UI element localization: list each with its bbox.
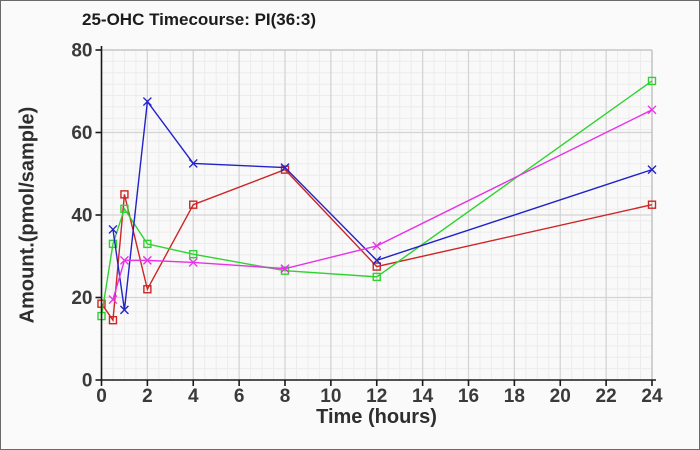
marker-square (647, 76, 657, 86)
marker-x (142, 255, 152, 265)
marker-square (280, 266, 290, 275)
x-tick-label: 14 (412, 386, 434, 407)
x-tick-label: 0 (96, 386, 107, 407)
x-tick-label: 18 (504, 386, 525, 407)
marker-x (188, 257, 198, 267)
y-tick-labels: 0 20 40 60 80 (71, 41, 92, 392)
series-magenta-x (108, 105, 657, 305)
marker-x (372, 241, 382, 251)
marker-square (143, 285, 152, 294)
x-tick-label: 4 (188, 386, 199, 407)
marker-x (119, 305, 129, 315)
x-tick-label: 12 (366, 386, 387, 407)
axes (95, 46, 656, 386)
y-tick-label: 80 (71, 41, 92, 62)
marker-x (372, 255, 382, 265)
y-tick-label: 40 (71, 206, 92, 227)
y-tick-label: 0 (82, 371, 93, 392)
marker-square (280, 165, 290, 174)
plot-frame (101, 49, 653, 380)
marker-square (120, 190, 129, 199)
marker-square (189, 249, 198, 259)
x-tick-label: 16 (458, 386, 479, 407)
marker-x (280, 163, 290, 173)
series-red-squares-markers (97, 165, 657, 325)
marker-x (647, 165, 657, 175)
x-tick-label: 10 (320, 386, 341, 407)
x-tick-label: 2 (142, 386, 153, 407)
marker-square (108, 239, 118, 249)
x-axis-title: Time (hours) (316, 406, 437, 428)
marker-square (143, 239, 152, 249)
x-tick-labels: 0 2 4 6 8 10 12 14 16 18 20 22 24 (96, 386, 663, 407)
x-tick-label: 8 (280, 386, 291, 407)
series-blue-x-markers (108, 97, 657, 315)
x-tick-label: 20 (550, 386, 571, 407)
marker-x (280, 264, 290, 274)
series-blue-x (108, 97, 657, 315)
x-tick-label: 22 (596, 386, 617, 407)
marker-x (142, 97, 152, 107)
x-tick-label: 6 (234, 386, 245, 407)
marker-square (647, 200, 657, 209)
y-tick-label: 60 (71, 123, 92, 144)
marker-square (372, 262, 381, 271)
y-tick-label: 20 (71, 288, 92, 309)
series-magenta-x-markers (108, 105, 657, 305)
marker-square (108, 315, 118, 325)
marker-x (188, 158, 198, 168)
chart-title: 25-OHC Timecourse: PI(36:3) (82, 10, 316, 29)
marker-x (647, 105, 657, 115)
x-tick-label: 24 (641, 386, 663, 407)
marker-square (189, 200, 198, 209)
marker-x (119, 255, 129, 265)
marker-square (120, 204, 129, 214)
marker-x (108, 295, 118, 305)
marker-square (372, 272, 381, 282)
marker-x (108, 224, 118, 234)
